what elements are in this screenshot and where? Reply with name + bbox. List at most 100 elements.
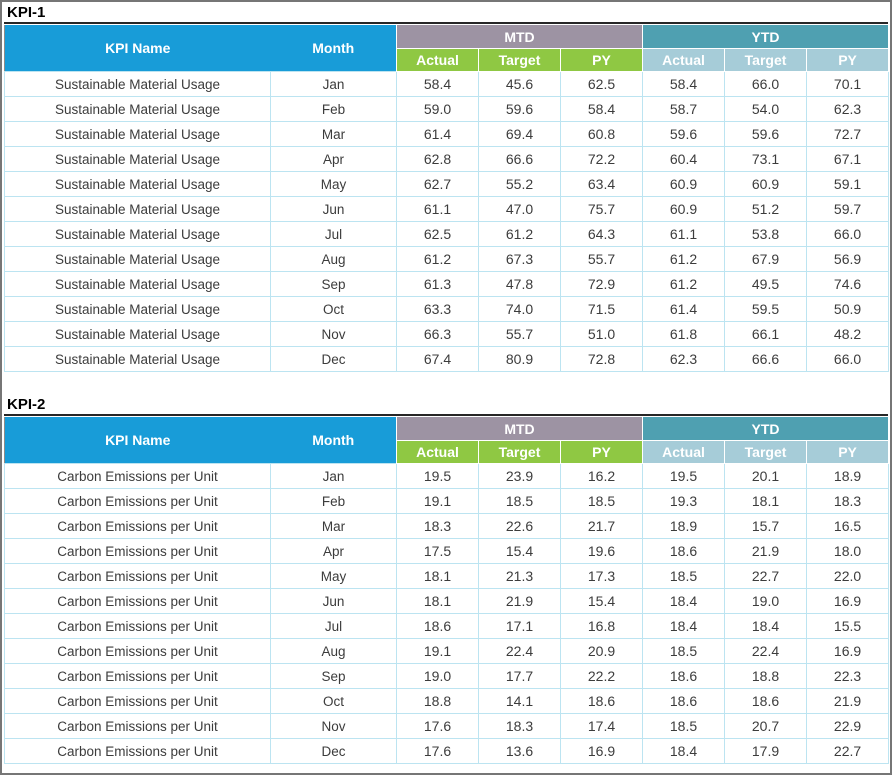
ytd-actual-cell: 18.6 bbox=[642, 688, 726, 714]
ytd-actual-cell: 18.4 bbox=[642, 588, 726, 614]
ytd-py-cell: 67.1 bbox=[806, 146, 890, 172]
month-cell: Sep bbox=[270, 271, 397, 297]
table-row: Carbon Emissions per Unit Dec 17.6 13.6 16.9… bbox=[4, 738, 890, 764]
mtd-actual-cell: 62.8 bbox=[396, 146, 479, 172]
mtd-py-cell: 15.4 bbox=[559, 588, 644, 614]
table-row: Carbon Emissions per Unit Jun 18.1 21.9 15.4… bbox=[4, 588, 890, 614]
mtd-target-cell: 61.2 bbox=[478, 221, 561, 247]
month-cell: Apr bbox=[270, 146, 397, 172]
kpi-name-cell: Sustainable Material Usage bbox=[4, 196, 271, 222]
mtd-target-cell: 74.0 bbox=[478, 296, 561, 322]
table-row: Carbon Emissions per Unit Aug 19.1 22.4 20.9… bbox=[4, 638, 890, 664]
ytd-target-cell: 19.0 bbox=[724, 588, 808, 614]
month-cell: Oct bbox=[270, 688, 397, 714]
mtd-py-cell: 21.7 bbox=[559, 513, 644, 539]
kpi-title: KPI-1 bbox=[4, 3, 888, 24]
ytd-actual-cell: 60.4 bbox=[642, 146, 726, 172]
ytd-py-cell: 62.3 bbox=[806, 96, 890, 122]
mtd-target-cell: 21.9 bbox=[478, 588, 561, 614]
month-cell: Nov bbox=[270, 713, 397, 739]
mtd-target-cell: 59.6 bbox=[478, 96, 561, 122]
mtd-target-cell: 55.2 bbox=[478, 171, 561, 197]
ytd-py-cell: 22.0 bbox=[806, 563, 890, 589]
mtd-target-cell: 22.6 bbox=[478, 513, 561, 539]
mtd-actual-cell: 62.7 bbox=[396, 171, 479, 197]
ytd-py-cell: 16.9 bbox=[806, 588, 890, 614]
table-body: Sustainable Material Usage Jan 58.4 45.6 62.… bbox=[4, 71, 890, 372]
mtd-target-cell: 55.7 bbox=[478, 321, 561, 347]
kpi-name-cell: Sustainable Material Usage bbox=[4, 221, 271, 247]
table-row: Carbon Emissions per Unit Jul 18.6 17.1 16.8… bbox=[4, 613, 890, 639]
mtd-target-cell: 18.3 bbox=[478, 713, 561, 739]
mtd-py-cell: 17.4 bbox=[559, 713, 644, 739]
ytd-target-cell: 60.9 bbox=[724, 171, 808, 197]
kpi-name-cell: Sustainable Material Usage bbox=[4, 171, 271, 197]
ytd-py-cell: 22.3 bbox=[806, 663, 890, 689]
mtd-actual-cell: 18.1 bbox=[396, 588, 479, 614]
ytd-py-cell: 22.7 bbox=[806, 738, 890, 764]
kpi-name-column-header: KPI Name bbox=[4, 416, 271, 464]
ytd-actual-cell: 18.9 bbox=[642, 513, 726, 539]
ytd-actual-header: Actual bbox=[642, 48, 726, 72]
mtd-target-cell: 15.4 bbox=[478, 538, 561, 564]
mtd-actual-cell: 63.3 bbox=[396, 296, 479, 322]
kpi-name-cell: Carbon Emissions per Unit bbox=[4, 663, 271, 689]
kpi-name-cell: Sustainable Material Usage bbox=[4, 346, 271, 372]
mtd-py-cell: 22.2 bbox=[559, 663, 644, 689]
mtd-actual-cell: 19.1 bbox=[396, 638, 479, 664]
kpi-tables-container: KPI-1 KPI Name Month MTD YTD Actual Targ… bbox=[4, 3, 890, 764]
table-row: Sustainable Material Usage Aug 61.2 67.3 55.… bbox=[4, 246, 890, 272]
mtd-actual-cell: 61.1 bbox=[396, 196, 479, 222]
ytd-target-cell: 49.5 bbox=[724, 271, 808, 297]
month-cell: Jul bbox=[270, 613, 397, 639]
month-cell: May bbox=[270, 563, 397, 589]
mtd-py-cell: 18.5 bbox=[559, 488, 644, 514]
ytd-actual-cell: 60.9 bbox=[642, 196, 726, 222]
mtd-target-cell: 80.9 bbox=[478, 346, 561, 372]
mtd-py-cell: 51.0 bbox=[559, 321, 644, 347]
mtd-actual-cell: 17.6 bbox=[396, 713, 479, 739]
table-row: Sustainable Material Usage Jun 61.1 47.0 75.… bbox=[4, 196, 890, 222]
mtd-target-cell: 47.8 bbox=[478, 271, 561, 297]
ytd-actual-cell: 18.6 bbox=[642, 663, 726, 689]
kpi-section: KPI-1 KPI Name Month MTD YTD Actual Targ… bbox=[4, 3, 890, 372]
mtd-actual-cell: 62.5 bbox=[396, 221, 479, 247]
mtd-actual-cell: 19.5 bbox=[396, 463, 479, 489]
table-row: Sustainable Material Usage Sep 61.3 47.8 72.… bbox=[4, 271, 890, 297]
ytd-py-cell: 59.1 bbox=[806, 171, 890, 197]
mtd-target-cell: 23.9 bbox=[478, 463, 561, 489]
mtd-py-cell: 55.7 bbox=[559, 246, 644, 272]
month-column-header: Month bbox=[270, 24, 397, 72]
mtd-py-cell: 60.8 bbox=[559, 121, 644, 147]
ytd-py-cell: 66.0 bbox=[806, 221, 890, 247]
ytd-target-cell: 73.1 bbox=[724, 146, 808, 172]
table-row: Carbon Emissions per Unit Feb 19.1 18.5 18.5… bbox=[4, 488, 890, 514]
ytd-py-cell: 15.5 bbox=[806, 613, 890, 639]
kpi-table: KPI Name Month MTD YTD Actual Target PY … bbox=[4, 416, 890, 764]
ytd-actual-cell: 61.2 bbox=[642, 271, 726, 297]
ytd-py-header: PY bbox=[806, 48, 890, 72]
table-row: Carbon Emissions per Unit Mar 18.3 22.6 21.7… bbox=[4, 513, 890, 539]
kpi-name-cell: Carbon Emissions per Unit bbox=[4, 713, 271, 739]
ytd-py-cell: 18.9 bbox=[806, 463, 890, 489]
ytd-py-cell: 50.9 bbox=[806, 296, 890, 322]
ytd-target-cell: 51.2 bbox=[724, 196, 808, 222]
month-cell: Dec bbox=[270, 346, 397, 372]
mtd-target-cell: 17.1 bbox=[478, 613, 561, 639]
mtd-py-cell: 72.8 bbox=[559, 346, 644, 372]
mtd-actual-cell: 61.3 bbox=[396, 271, 479, 297]
table-header: KPI Name Month MTD YTD Actual Target PY … bbox=[4, 24, 890, 72]
mtd-py-cell: 63.4 bbox=[559, 171, 644, 197]
ytd-py-cell: 21.9 bbox=[806, 688, 890, 714]
table-row: Carbon Emissions per Unit Apr 17.5 15.4 19.6… bbox=[4, 538, 890, 564]
table-body: Carbon Emissions per Unit Jan 19.5 23.9 16.2… bbox=[4, 463, 890, 764]
ytd-py-cell: 72.7 bbox=[806, 121, 890, 147]
mtd-target-cell: 47.0 bbox=[478, 196, 561, 222]
kpi-name-cell: Sustainable Material Usage bbox=[4, 96, 271, 122]
ytd-actual-cell: 61.8 bbox=[642, 321, 726, 347]
mtd-py-cell: 16.8 bbox=[559, 613, 644, 639]
month-cell: Aug bbox=[270, 246, 397, 272]
mtd-target-cell: 22.4 bbox=[478, 638, 561, 664]
kpi-name-cell: Carbon Emissions per Unit bbox=[4, 538, 271, 564]
mtd-target-header: Target bbox=[478, 440, 561, 464]
